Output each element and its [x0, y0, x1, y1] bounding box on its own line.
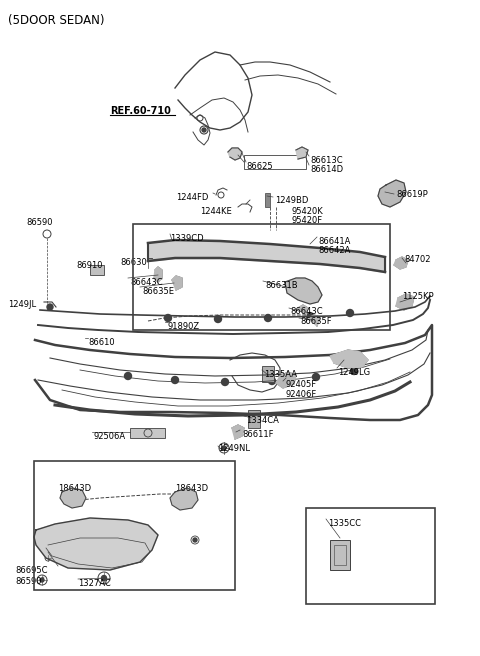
Text: 86590: 86590	[26, 218, 52, 227]
Text: 86643C: 86643C	[290, 307, 323, 316]
Text: 1334CA: 1334CA	[246, 416, 279, 425]
Text: 86630: 86630	[120, 258, 147, 267]
Polygon shape	[154, 267, 162, 282]
Text: 1244FD: 1244FD	[176, 193, 208, 202]
Circle shape	[221, 379, 228, 386]
Text: 1244KE: 1244KE	[200, 207, 232, 216]
Circle shape	[350, 367, 358, 375]
Bar	[292, 249, 308, 259]
Text: 95420K: 95420K	[292, 207, 324, 216]
Text: 1339CD: 1339CD	[170, 234, 204, 243]
Text: 91890Z: 91890Z	[168, 322, 200, 331]
Text: 92405F: 92405F	[285, 380, 316, 389]
Polygon shape	[296, 147, 308, 159]
Text: 18643D: 18643D	[175, 484, 208, 493]
Text: 1249JL: 1249JL	[8, 300, 36, 309]
Bar	[167, 242, 183, 252]
Circle shape	[101, 575, 107, 581]
Bar	[262, 366, 274, 382]
Circle shape	[202, 128, 206, 132]
Text: 86610: 86610	[88, 338, 115, 347]
Text: 1327AC: 1327AC	[78, 579, 111, 588]
Polygon shape	[330, 350, 368, 368]
Text: 1335AA: 1335AA	[264, 370, 297, 379]
Text: 86635E: 86635E	[142, 287, 174, 296]
Text: 1335CC: 1335CC	[328, 519, 361, 528]
Polygon shape	[170, 488, 198, 510]
Bar	[133, 224, 390, 330]
Text: 84702: 84702	[404, 255, 431, 264]
Text: 86643C: 86643C	[130, 278, 163, 287]
Circle shape	[307, 312, 313, 319]
Text: 86590: 86590	[15, 577, 41, 586]
Text: 86613C: 86613C	[310, 156, 343, 165]
Circle shape	[124, 373, 132, 380]
Text: 92406F: 92406F	[285, 390, 316, 399]
Circle shape	[268, 377, 276, 384]
Bar	[330, 540, 350, 570]
Polygon shape	[378, 180, 406, 207]
Bar	[248, 410, 260, 428]
Circle shape	[171, 377, 179, 384]
Polygon shape	[60, 488, 86, 508]
Polygon shape	[298, 305, 308, 316]
Bar	[130, 428, 165, 438]
Bar	[244, 155, 306, 169]
Text: 86910: 86910	[76, 261, 103, 270]
Circle shape	[40, 578, 44, 582]
Text: 86641A: 86641A	[318, 237, 350, 246]
Bar	[34, 461, 235, 590]
Text: 92506A: 92506A	[94, 432, 126, 441]
Bar	[252, 246, 268, 256]
Text: 1249LG: 1249LG	[338, 368, 370, 377]
Bar	[207, 242, 223, 252]
Circle shape	[347, 310, 353, 316]
Text: 86611F: 86611F	[242, 430, 274, 439]
Circle shape	[264, 314, 272, 321]
Circle shape	[193, 538, 197, 542]
Polygon shape	[232, 425, 244, 439]
Polygon shape	[308, 315, 320, 326]
Polygon shape	[285, 278, 322, 304]
Text: 86695C: 86695C	[15, 566, 48, 575]
Circle shape	[165, 314, 171, 321]
Circle shape	[47, 304, 53, 310]
Polygon shape	[396, 294, 414, 310]
Polygon shape	[172, 276, 182, 290]
Polygon shape	[394, 257, 408, 269]
Bar	[265, 193, 270, 207]
Text: 1249BD: 1249BD	[275, 196, 308, 205]
Bar	[334, 545, 346, 565]
Text: 86635F: 86635F	[300, 317, 332, 326]
Text: 86614D: 86614D	[310, 165, 343, 174]
Text: (5DOOR SEDAN): (5DOOR SEDAN)	[8, 14, 105, 27]
Circle shape	[312, 373, 320, 380]
Circle shape	[215, 316, 221, 323]
Polygon shape	[34, 518, 158, 570]
Text: 1249NL: 1249NL	[218, 444, 250, 453]
Text: 86619P: 86619P	[396, 190, 428, 199]
Bar	[306, 508, 435, 604]
Text: 86625: 86625	[246, 162, 273, 171]
Text: 95420F: 95420F	[292, 216, 323, 225]
Bar	[90, 265, 104, 275]
Text: 86631B: 86631B	[265, 281, 298, 290]
Polygon shape	[276, 372, 296, 388]
Text: 18643D: 18643D	[58, 484, 91, 493]
Polygon shape	[228, 148, 242, 160]
Circle shape	[222, 446, 226, 450]
Text: 86642A: 86642A	[318, 246, 350, 255]
Bar	[337, 252, 353, 262]
Text: REF.60-710: REF.60-710	[110, 106, 171, 116]
Text: 1125KP: 1125KP	[402, 292, 433, 301]
